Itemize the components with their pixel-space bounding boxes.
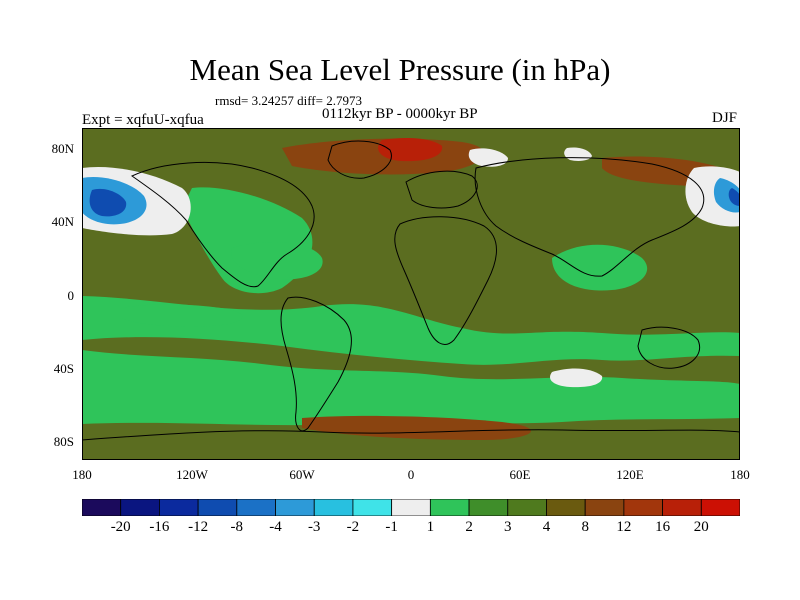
warm-patch-southern — [302, 415, 531, 440]
coastline-asia — [474, 157, 705, 277]
colorbar-box — [468, 499, 509, 516]
colorbar-box — [700, 499, 740, 516]
season-label: DJF — [712, 110, 738, 126]
green-patch-central-pacific — [231, 242, 323, 280]
colorbar-label: 16 — [655, 519, 671, 535]
colorbar-label: 20 — [693, 519, 709, 535]
coastline-australia — [637, 326, 700, 369]
lon-label-0: 0 — [407, 467, 415, 482]
coastline-north-america — [131, 162, 315, 288]
strong-cool-anomaly-east — [728, 188, 740, 206]
strong-warm-arctic — [378, 138, 443, 162]
colorbar-label: 8 — [581, 519, 589, 535]
coastline-greenland — [327, 140, 392, 179]
lat-label-80s: 80S — [53, 434, 74, 449]
figure-title: Mean Sea Level Pressure (in hPa) — [189, 52, 611, 87]
colorbar-label: 12 — [616, 519, 632, 535]
period-label: 0112kyr BP - 0000kyr BP — [322, 106, 478, 122]
lon-label-180e: 180 — [730, 467, 750, 482]
colorbar-label: 1 — [426, 519, 435, 535]
colorbar-box — [546, 499, 586, 516]
rmsd-diff-text: rmsd= 3.24257 diff= 2.7973 — [215, 93, 362, 108]
colorbar-label: 3 — [504, 519, 512, 535]
lon-label-60w: 60W — [289, 467, 315, 482]
colorbar-label: -20 — [110, 519, 131, 535]
colorbar-box — [662, 499, 702, 516]
colorbar-label: -3 — [307, 519, 321, 535]
colorbar-box — [429, 499, 470, 516]
green-patch-pacific — [122, 304, 243, 327]
map-frame — [82, 128, 740, 460]
coastline-antarctica — [82, 429, 740, 441]
strong-cool-anomaly-west — [89, 188, 127, 217]
near-zero-southern-ocean — [550, 368, 603, 388]
colorbar-label: 2 — [465, 519, 473, 535]
lat-label-40n: 40N — [51, 214, 74, 229]
colorbar-label: -2 — [346, 519, 360, 535]
colorbar-box — [391, 499, 431, 516]
green-band-tropics — [82, 296, 740, 365]
colorbar-box — [352, 499, 393, 516]
experiment-label: Expt = xqfuU-xqfua — [82, 112, 204, 128]
colorbar-box — [275, 499, 315, 516]
lat-label-40s: 40S — [53, 361, 74, 376]
colorbar-box — [313, 499, 354, 516]
colorbar-box — [623, 499, 663, 516]
colorbar-label: -4 — [269, 519, 282, 535]
near-zero-greenland — [468, 148, 508, 167]
coastline-africa — [394, 216, 497, 345]
lat-label-equator: 0 — [67, 288, 75, 303]
coastline-south-america — [280, 296, 352, 432]
colorbar-box — [120, 499, 160, 516]
green-patch-indian — [552, 244, 648, 291]
colorbar-label: -8 — [230, 519, 244, 535]
colorbar-box — [82, 499, 122, 516]
colorbar-box — [197, 499, 238, 516]
pressure-map — [82, 128, 740, 460]
colorbar-box — [236, 499, 276, 516]
lat-label-80n: 80N — [51, 141, 74, 156]
colorbar-box — [159, 499, 199, 516]
lon-label-60e: 60E — [509, 467, 531, 482]
colorbar-label: -12 — [188, 519, 209, 535]
colorbar-box — [584, 499, 625, 516]
coastline-europe — [405, 170, 478, 209]
lon-label-120w: 120W — [176, 467, 208, 482]
coastlines — [82, 140, 740, 441]
colorbar — [82, 499, 740, 516]
lon-label-120e: 120E — [616, 467, 644, 482]
green-band-south — [82, 350, 740, 426]
colorbar-box — [507, 499, 547, 516]
lon-label-180w: 180 — [72, 467, 92, 482]
colorbar-label: -1 — [385, 519, 398, 535]
colorbar-label: -16 — [149, 519, 170, 535]
colorbar-label: 4 — [542, 519, 551, 535]
